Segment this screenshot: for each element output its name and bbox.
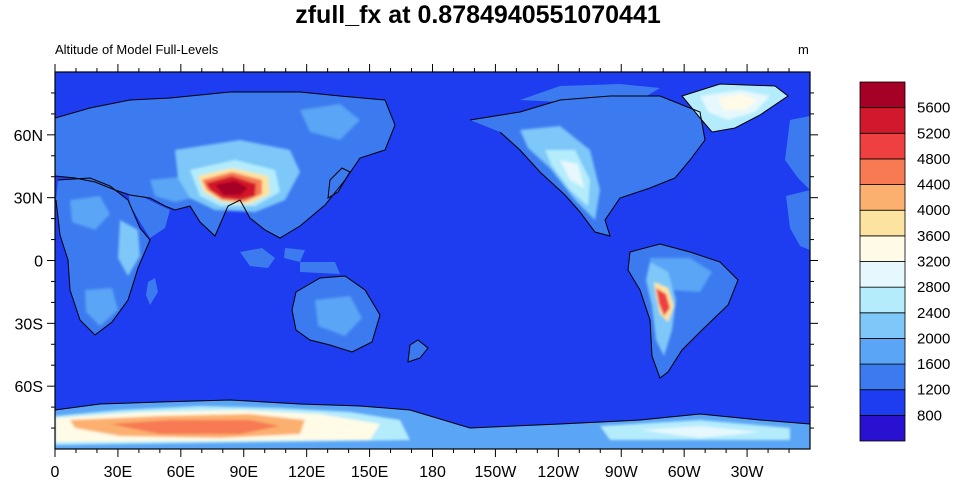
coast-south-america xyxy=(627,243,739,379)
y-tick-label: 60S xyxy=(15,379,43,396)
land-arctic-canada xyxy=(520,84,660,104)
contour-tibet-peak xyxy=(215,181,248,195)
x-axis: 0 30E 60E 90E 120E 150E 180 150W 120W 90W 60W 30W xyxy=(51,64,790,481)
x-tick-label: 90W xyxy=(605,464,639,481)
y-tick-label: 60N xyxy=(14,128,43,145)
contour-rockies-high xyxy=(545,150,590,206)
colorbar-box xyxy=(859,81,906,109)
units-label: m xyxy=(798,42,809,57)
map-panel xyxy=(55,72,810,449)
x-tick-label: 150E xyxy=(351,464,388,481)
colorbar-label: 3200 xyxy=(917,254,950,271)
x-tick-label: 0 xyxy=(51,464,60,481)
colorbar-box xyxy=(859,184,906,211)
land-madagascar xyxy=(146,278,158,305)
colorbar-box xyxy=(859,363,906,391)
y-tick-label: 30N xyxy=(14,191,43,208)
contour-sahara xyxy=(70,196,110,230)
colorbar-label: 1600 xyxy=(917,356,950,373)
colorbar-box xyxy=(859,235,906,262)
colorbar-label: 3600 xyxy=(917,228,950,245)
coast-new-zealand xyxy=(407,339,429,363)
colorbar-box xyxy=(859,414,906,442)
colorbar-box xyxy=(859,132,906,160)
x-tick-label: 60E xyxy=(167,464,195,481)
contour-antarctica-4800 xyxy=(110,420,280,434)
colorbar-box xyxy=(859,312,906,339)
coast-antarctica xyxy=(55,399,810,429)
colorbar-box xyxy=(859,286,906,314)
coast-africa xyxy=(55,177,151,336)
coast-japan xyxy=(327,167,351,199)
coastlines xyxy=(55,83,810,429)
coast-eurasia xyxy=(55,91,396,239)
colorbar-label: 5600 xyxy=(917,100,950,117)
contour-greenland-top xyxy=(718,94,758,110)
colorbar-label: 2000 xyxy=(917,330,950,347)
variable-long-name: Altitude of Model Full-Levels xyxy=(55,42,219,57)
colorbar-box xyxy=(859,107,906,134)
y-tick-label: 30S xyxy=(15,316,43,333)
colorbar: 800 1200 1600 2000 2400 2800 3200 3600 4000 4400 4… xyxy=(859,81,950,442)
y-axis: 60N 30N 0 30S 60S xyxy=(14,92,818,429)
colorbar-box xyxy=(859,338,906,365)
colorbar-label: 800 xyxy=(917,407,942,424)
land-new-zealand xyxy=(408,340,428,362)
colorbar-label: 1200 xyxy=(917,382,950,399)
x-tick-label: 30W xyxy=(731,464,765,481)
x-tick-label: 120W xyxy=(537,464,580,481)
land-maritime-asia xyxy=(240,248,340,274)
colorbar-box xyxy=(859,158,906,185)
contour-andes-peak xyxy=(656,288,670,316)
coast-north-america xyxy=(469,95,706,237)
colorbar-label: 4800 xyxy=(917,151,950,168)
land-europe-west xyxy=(785,116,810,190)
colorbar-label: 4000 xyxy=(917,202,950,219)
x-tick-label: 150W xyxy=(475,464,518,481)
x-tick-label: 90E xyxy=(230,464,258,481)
y-tick-label: 0 xyxy=(34,254,43,271)
land-japan xyxy=(328,168,350,198)
elevation-contours xyxy=(55,90,790,445)
contour-south-africa xyxy=(85,288,118,326)
colorbar-box xyxy=(859,261,906,288)
contour-east-africa xyxy=(118,220,140,276)
colorbar-label: 2800 xyxy=(917,279,950,296)
contour-rockies-peak xyxy=(560,160,584,188)
coast-australia xyxy=(291,275,381,353)
coast-greenland xyxy=(681,83,789,133)
land-arabia xyxy=(128,190,170,238)
colorbar-label: 5200 xyxy=(917,125,950,142)
colorbar-label: 4400 xyxy=(917,177,950,194)
colorbar-box xyxy=(859,209,906,237)
colorbar-box xyxy=(859,389,906,416)
map-title: zfull_fx at 0.8784940551070441 xyxy=(295,1,661,29)
x-tick-label: 60W xyxy=(668,464,702,481)
x-tick-label: 180 xyxy=(419,464,446,481)
x-tick-label: 120E xyxy=(288,464,325,481)
colorbar-label: 2400 xyxy=(917,305,950,322)
contour-australia xyxy=(315,296,362,336)
contour-east-siberia xyxy=(300,104,360,140)
x-tick-label: 30E xyxy=(104,464,132,481)
contour-west-antarctica-high xyxy=(640,426,760,438)
land-west-africa xyxy=(786,190,810,250)
